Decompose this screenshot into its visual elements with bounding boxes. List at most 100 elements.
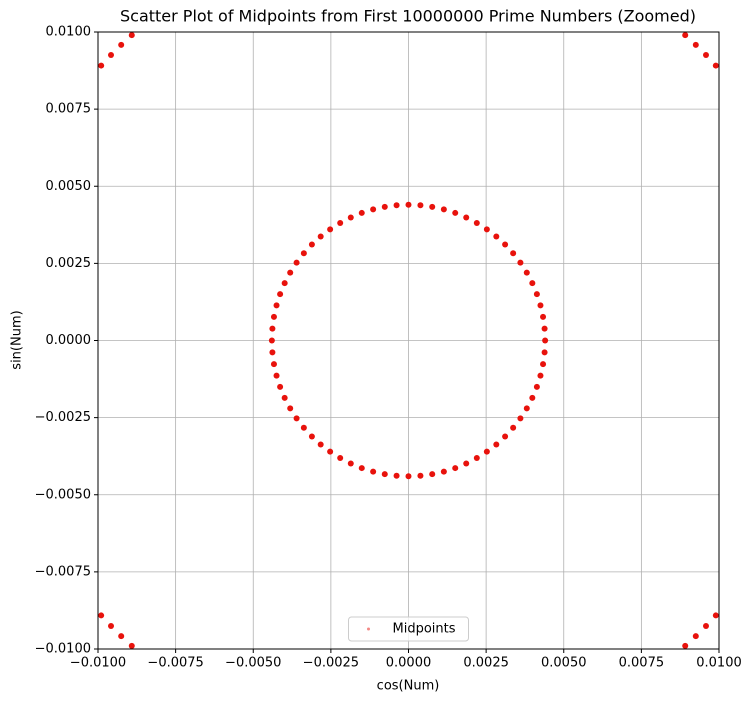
x-tick-label: 0.0100 bbox=[696, 656, 742, 671]
point bbox=[337, 219, 344, 226]
point bbox=[269, 349, 276, 356]
point bbox=[702, 52, 709, 59]
point bbox=[287, 269, 294, 276]
point bbox=[529, 394, 536, 401]
point bbox=[268, 337, 275, 344]
point bbox=[281, 280, 288, 287]
point bbox=[327, 226, 334, 233]
point bbox=[537, 302, 544, 309]
point bbox=[358, 465, 365, 472]
point bbox=[692, 633, 699, 640]
point bbox=[483, 226, 490, 233]
point bbox=[540, 313, 547, 320]
point bbox=[541, 325, 548, 332]
point bbox=[510, 424, 517, 431]
point bbox=[502, 433, 509, 440]
x-tick-label: 0.0000 bbox=[386, 656, 432, 671]
point bbox=[523, 269, 530, 276]
x-tick-label: −0.0025 bbox=[303, 656, 359, 671]
point bbox=[370, 206, 377, 213]
point bbox=[98, 612, 105, 619]
plot-area bbox=[98, 32, 719, 649]
point bbox=[128, 642, 135, 649]
point bbox=[393, 202, 400, 209]
y-tick-label: 0.0050 bbox=[46, 179, 92, 194]
point bbox=[523, 405, 530, 412]
point bbox=[440, 468, 447, 475]
point bbox=[317, 233, 324, 240]
x-tick-label: 0.0025 bbox=[463, 656, 509, 671]
point bbox=[682, 642, 689, 649]
point bbox=[682, 32, 689, 39]
point bbox=[98, 62, 105, 69]
y-tick-label: 0.0100 bbox=[46, 25, 92, 40]
point bbox=[405, 201, 412, 208]
point bbox=[510, 250, 517, 257]
point bbox=[270, 361, 277, 368]
point bbox=[417, 202, 424, 209]
point bbox=[533, 383, 540, 390]
point bbox=[429, 203, 436, 210]
point bbox=[308, 241, 315, 248]
y-tick-label: −0.0050 bbox=[35, 487, 91, 502]
x-tick-label: −0.0100 bbox=[70, 656, 126, 671]
point bbox=[277, 383, 284, 390]
point bbox=[287, 405, 294, 412]
point bbox=[108, 622, 115, 629]
point bbox=[452, 209, 459, 216]
point bbox=[540, 361, 547, 368]
chart-title: Scatter Plot of Midpoints from First 100… bbox=[120, 7, 696, 26]
point bbox=[393, 472, 400, 479]
point bbox=[358, 209, 365, 216]
point bbox=[405, 473, 412, 480]
x-tick-label: −0.0050 bbox=[225, 656, 281, 671]
point bbox=[440, 206, 447, 213]
point bbox=[517, 415, 524, 422]
point bbox=[308, 433, 315, 440]
point bbox=[277, 291, 284, 298]
point bbox=[429, 471, 436, 478]
legend-box bbox=[348, 616, 469, 642]
x-tick-label: 0.0075 bbox=[619, 656, 665, 671]
point bbox=[118, 41, 125, 48]
point bbox=[270, 313, 277, 320]
point bbox=[493, 233, 500, 240]
point bbox=[463, 214, 470, 221]
point bbox=[337, 455, 344, 462]
point bbox=[702, 622, 709, 629]
y-tick-label: −0.0025 bbox=[35, 410, 91, 425]
point bbox=[293, 259, 300, 266]
point bbox=[712, 612, 719, 619]
point bbox=[381, 203, 388, 210]
point bbox=[273, 372, 280, 379]
point bbox=[493, 441, 500, 448]
point bbox=[452, 465, 459, 472]
y-tick-label: −0.0075 bbox=[35, 564, 91, 579]
point bbox=[118, 633, 125, 640]
point bbox=[473, 219, 480, 226]
point bbox=[273, 302, 280, 309]
point bbox=[108, 52, 115, 59]
point bbox=[541, 349, 548, 356]
point bbox=[281, 394, 288, 401]
point bbox=[327, 448, 334, 455]
y-tick-label: 0.0000 bbox=[46, 333, 92, 348]
y-tick-label: 0.0075 bbox=[46, 102, 92, 117]
x-tick-label: 0.0050 bbox=[541, 656, 587, 671]
point bbox=[533, 291, 540, 298]
point bbox=[370, 468, 377, 475]
point bbox=[381, 471, 388, 478]
point bbox=[712, 62, 719, 69]
legend-marker bbox=[367, 627, 370, 631]
legend-label: Midpoints bbox=[393, 622, 456, 637]
point bbox=[347, 460, 354, 467]
point bbox=[300, 250, 307, 257]
y-axis-label: sin(Num) bbox=[10, 310, 25, 369]
point bbox=[542, 337, 549, 344]
point bbox=[537, 372, 544, 379]
point bbox=[347, 214, 354, 221]
point bbox=[502, 241, 509, 248]
y-tick-label: 0.0025 bbox=[46, 256, 92, 271]
point bbox=[463, 460, 470, 467]
